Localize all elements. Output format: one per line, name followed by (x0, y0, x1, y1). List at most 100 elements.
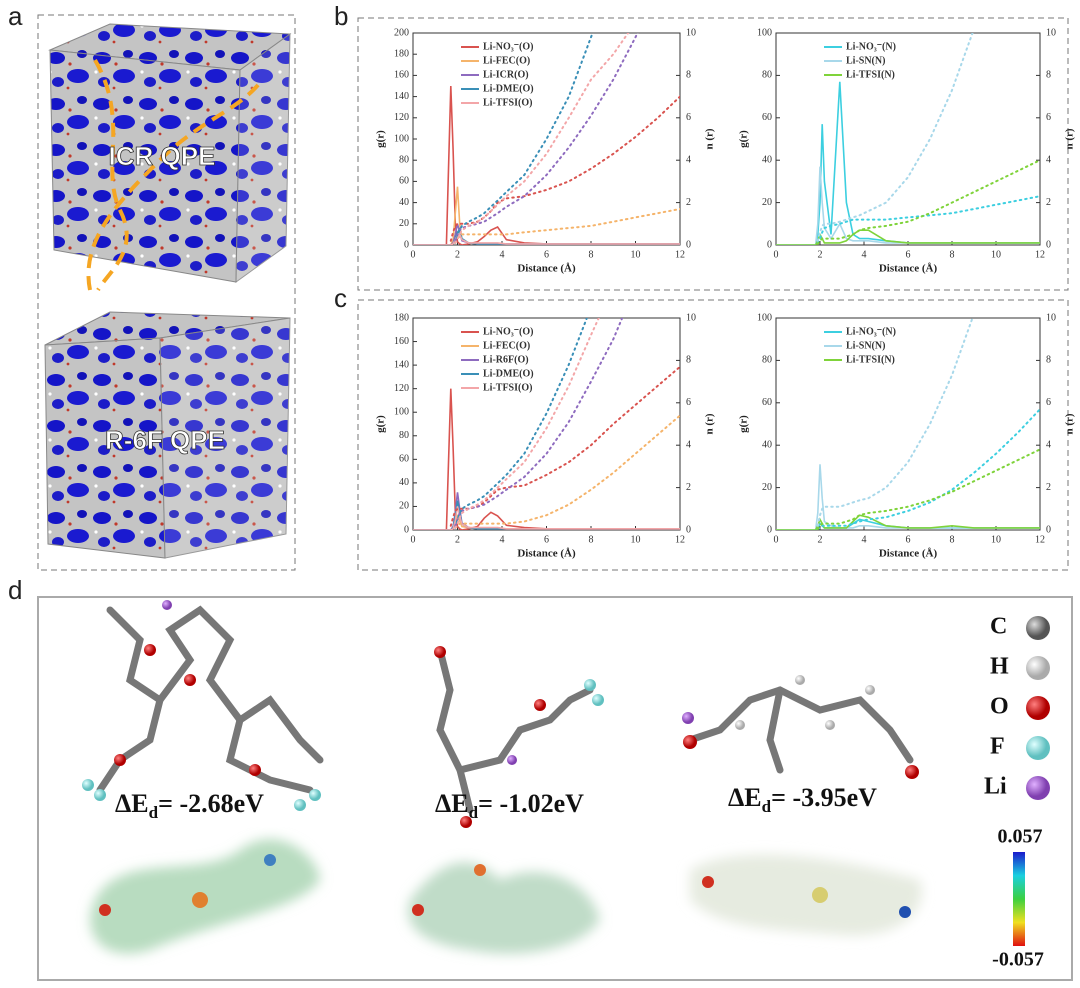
legend-label: Li-NO₃⁻(O) (483, 326, 534, 337)
y2-tick-label: 8 (686, 355, 691, 366)
legend-label: Li-FEC(O) (483, 340, 530, 351)
y-tick-label: 180 (394, 48, 409, 59)
plot-frame (412, 317, 681, 531)
panel-c-frame (357, 299, 1069, 571)
binding-energy: ΔEd= -3.95eV (728, 783, 877, 816)
legend-label: Li-SN(N) (846, 340, 885, 351)
y-tick-label: 100 (757, 312, 772, 323)
y-axis-title: g(r) (375, 130, 387, 148)
y-axis-title: g(r) (375, 415, 387, 433)
y2-tick-label: 6 (1046, 112, 1051, 123)
y-tick-label: 100 (394, 407, 409, 418)
x-tick-label: 8 (950, 534, 955, 545)
x-tick-label: 2 (818, 534, 823, 545)
y2-tick-label: 4 (686, 154, 691, 165)
y-tick-label: 100 (757, 27, 772, 38)
y2-tick-label: 4 (686, 439, 691, 450)
x-tick-label: 2 (455, 534, 460, 545)
x-tick-label: 0 (411, 249, 416, 260)
element-label: H (990, 654, 1009, 680)
symbol: ΔE (435, 789, 469, 818)
cumulative-line (816, 318, 974, 527)
y-tick-label: 80 (399, 154, 409, 165)
rdf-line (413, 506, 680, 530)
rdf-line (413, 388, 680, 530)
value: = -2.68eV (158, 789, 264, 818)
y-tick-label: 40 (762, 154, 772, 165)
y2-tick-label: 6 (686, 397, 691, 408)
legend-label: Li-R6F(O) (483, 354, 529, 365)
subscript: d (149, 803, 159, 822)
y-axis-title: g(r) (738, 415, 750, 433)
panel-label: d (8, 575, 22, 605)
structure-icr: ICR QPE (48, 23, 292, 292)
legend-label: Li-TFSI(N) (846, 69, 895, 80)
y2-tick-label: 2 (1046, 482, 1051, 493)
subscript: d (469, 803, 479, 822)
y2-tick-label: 2 (1046, 197, 1051, 208)
binding-energy: ΔEd= -2.68eV (115, 789, 264, 822)
y-tick-label: 60 (399, 454, 409, 465)
legend-label: Li-DME(O) (483, 83, 534, 94)
legend-label: Li-ICR(O) (483, 69, 529, 80)
cumulative-line (449, 95, 680, 242)
y-tick-label: 20 (762, 482, 772, 493)
y-tick-label: 0 (404, 524, 409, 535)
x-tick-label: 6 (906, 534, 911, 545)
value: = -3.95eV (771, 783, 877, 812)
y-tick-label: 160 (394, 70, 409, 81)
y-tick-label: 0 (404, 239, 409, 250)
rdf-line (776, 229, 1040, 245)
symbol: ΔE (115, 789, 149, 818)
y-tick-label: 120 (394, 112, 409, 123)
x-tick-label: 4 (500, 534, 505, 545)
x-tick-label: 6 (544, 249, 549, 260)
x-tick-label: 4 (500, 249, 505, 260)
colorbar-min: -0.057 (992, 949, 1044, 971)
atoms (82, 600, 919, 828)
colorbar-max: 0.057 (998, 826, 1043, 848)
x-tick-label: 10 (991, 534, 1001, 545)
element-sphere (1026, 656, 1050, 680)
rdf-line (776, 81, 1040, 245)
element-label: F (990, 734, 1005, 760)
cumulative-line (816, 33, 974, 242)
subscript: d (762, 797, 772, 816)
y2-tick-label: 4 (1046, 154, 1051, 165)
x-axis-title: Distance (Å) (517, 548, 576, 560)
x-tick-label: 0 (774, 534, 779, 545)
cumulative-line (816, 159, 1040, 245)
y2-tick-label: 0 (1046, 239, 1051, 250)
cumulative-line (454, 318, 588, 529)
element-label: C (990, 614, 1007, 640)
x-tick-label: 0 (411, 534, 416, 545)
y2-tick-label: 10 (686, 27, 696, 38)
y-tick-label: 40 (762, 439, 772, 450)
y-tick-label: 140 (394, 91, 409, 102)
panel-a-frame (37, 14, 296, 571)
molecule (96, 605, 914, 814)
y-tick-label: 80 (399, 430, 409, 441)
x-tick-label: 10 (991, 249, 1001, 260)
x-tick-label: 8 (589, 534, 594, 545)
x-axis-title: Distance (Å) (879, 263, 938, 275)
y-tick-label: 20 (762, 197, 772, 208)
x-tick-label: 8 (589, 249, 594, 260)
element-sphere (1026, 696, 1050, 720)
y-tick-label: 100 (394, 133, 409, 144)
y-tick-label: 200 (394, 27, 409, 38)
x-tick-label: 4 (862, 534, 867, 545)
y-tick-label: 60 (399, 176, 409, 187)
cumulative-line (454, 208, 680, 244)
element-label: Li (984, 774, 1007, 800)
x-tick-label: 0 (774, 249, 779, 260)
rdf-line (413, 85, 680, 245)
panel-label: c (334, 283, 347, 313)
x-tick-label: 8 (950, 249, 955, 260)
x-tick-label: 2 (455, 249, 460, 260)
y-tick-label: 120 (394, 383, 409, 394)
y2-tick-label: 2 (686, 197, 691, 208)
y2-tick-label: 10 (1046, 312, 1056, 323)
y2-tick-label: 10 (686, 312, 696, 323)
